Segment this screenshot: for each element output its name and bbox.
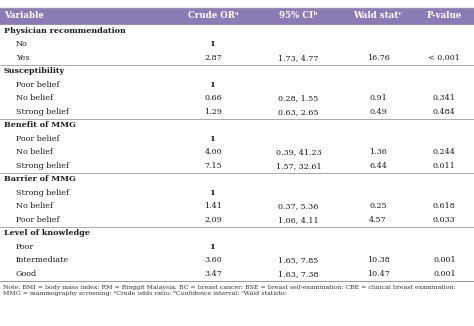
Text: No belief: No belief [16, 148, 53, 156]
Text: 1: 1 [210, 189, 216, 197]
Text: Poor belief: Poor belief [16, 216, 60, 224]
Text: Intermediate: Intermediate [16, 256, 69, 264]
Bar [0, 105, 474, 118]
Text: < 0.001: < 0.001 [428, 54, 460, 62]
Bar [0, 254, 474, 267]
Bar [0, 65, 474, 78]
Text: 0.39, 41.23: 0.39, 41.23 [276, 148, 321, 156]
Bar [0, 78, 474, 92]
Text: 1: 1 [210, 40, 216, 48]
Bar [0, 92, 474, 105]
Text: Variable: Variable [4, 11, 44, 21]
Text: 4.00: 4.00 [204, 148, 222, 156]
Text: 95% CIᵇ: 95% CIᵇ [279, 11, 318, 21]
Bar [0, 24, 474, 37]
Text: 0.033: 0.033 [433, 216, 456, 224]
Text: Crude ORᵃ: Crude ORᵃ [188, 11, 239, 21]
Bar [0, 186, 474, 200]
Text: No: No [16, 40, 28, 48]
Text: 0.91: 0.91 [369, 94, 387, 102]
Text: Strong belief: Strong belief [16, 162, 69, 170]
Text: 1.57, 32.61: 1.57, 32.61 [276, 162, 321, 170]
Bar [0, 37, 474, 51]
Bar [0, 132, 474, 145]
Text: Barrier of MMG: Barrier of MMG [4, 175, 76, 183]
Text: 0.484: 0.484 [433, 108, 456, 116]
Bar [0, 51, 474, 65]
Text: 0.63, 2.65: 0.63, 2.65 [278, 108, 319, 116]
Bar [0, 145, 474, 159]
Text: 3.47: 3.47 [204, 270, 222, 278]
Text: Note: BMI = body mass index; RM = Ringgit Malaysia; BC = breast cancer; BSE = br: Note: BMI = body mass index; RM = Ringgi… [3, 285, 456, 297]
Text: 1.41: 1.41 [204, 202, 222, 210]
Text: Poor belief: Poor belief [16, 135, 60, 143]
Text: P-value: P-value [427, 11, 462, 21]
Bar [0, 118, 474, 132]
Text: 0.66: 0.66 [204, 94, 222, 102]
Text: 1: 1 [210, 243, 216, 251]
Bar [0, 227, 474, 240]
Text: 3.60: 3.60 [204, 256, 222, 264]
Text: Poor belief: Poor belief [16, 81, 60, 89]
Text: Poor: Poor [16, 243, 34, 251]
Text: 1.65, 7.85: 1.65, 7.85 [279, 256, 319, 264]
Bar [0, 213, 474, 227]
Text: Susceptibility: Susceptibility [4, 67, 65, 75]
Text: 0.25: 0.25 [369, 202, 387, 210]
Text: 1.06, 4.11: 1.06, 4.11 [278, 216, 319, 224]
Text: 0.28, 1.55: 0.28, 1.55 [279, 94, 319, 102]
Text: 2.09: 2.09 [204, 216, 222, 224]
Text: 6.44: 6.44 [369, 162, 387, 170]
Text: No belief: No belief [16, 94, 53, 102]
Text: 0.001: 0.001 [433, 270, 456, 278]
Text: 1.63, 7.38: 1.63, 7.38 [278, 270, 319, 278]
Text: No belief: No belief [16, 202, 53, 210]
Text: Yes: Yes [16, 54, 29, 62]
Text: 2.87: 2.87 [204, 54, 222, 62]
Text: 1.73, 4.77: 1.73, 4.77 [278, 54, 319, 62]
Text: 1.29: 1.29 [204, 108, 222, 116]
Bar [0, 8, 474, 24]
Text: Physician recommendation: Physician recommendation [4, 27, 126, 35]
Bar [0, 200, 474, 213]
Text: 4.57: 4.57 [369, 216, 387, 224]
Text: Benefit of MMG: Benefit of MMG [4, 121, 76, 129]
Text: 1.36: 1.36 [369, 148, 387, 156]
Text: 0.49: 0.49 [369, 108, 387, 116]
Text: Strong belief: Strong belief [16, 189, 69, 197]
Text: 0.001: 0.001 [433, 256, 456, 264]
Text: 1: 1 [210, 135, 216, 143]
Text: 1: 1 [210, 81, 216, 89]
Text: 7.15: 7.15 [204, 162, 222, 170]
Text: 0.618: 0.618 [433, 202, 456, 210]
Bar [0, 240, 474, 254]
Text: Strong belief: Strong belief [16, 108, 69, 116]
Text: Wald statᶜ: Wald statᶜ [354, 11, 402, 21]
Bar [0, 267, 474, 280]
Text: 16.76: 16.76 [366, 54, 390, 62]
Text: 0.244: 0.244 [433, 148, 456, 156]
Text: 10.47: 10.47 [367, 270, 389, 278]
Text: 0.011: 0.011 [433, 162, 456, 170]
Text: 0.37, 5.36: 0.37, 5.36 [278, 202, 319, 210]
Bar [0, 159, 474, 172]
Text: Good: Good [16, 270, 37, 278]
Bar [0, 172, 474, 186]
Text: 10.38: 10.38 [367, 256, 389, 264]
Text: 0.341: 0.341 [433, 94, 456, 102]
Text: Level of knowledge: Level of knowledge [4, 229, 90, 237]
